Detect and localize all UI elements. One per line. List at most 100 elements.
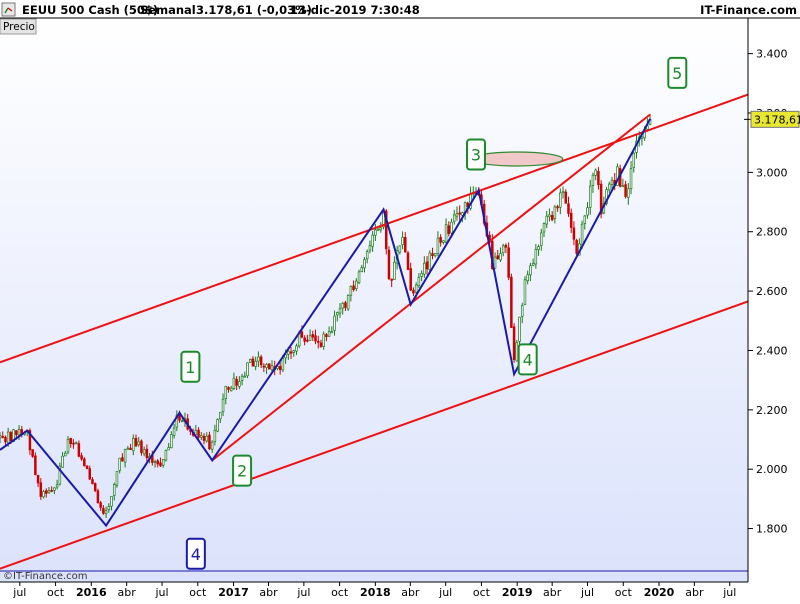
candle-body (330, 331, 334, 334)
candle-body (134, 437, 138, 447)
candles-layer (0, 113, 652, 518)
candle-body (586, 207, 589, 216)
date-axis: jul oct 2016 abr jul oct 2017 abr jul oct 2018 abr j… (12, 582, 736, 599)
candle-body (268, 363, 271, 370)
candle-body (556, 206, 559, 209)
candle-body (412, 289, 415, 294)
candle-body (542, 223, 546, 233)
y-tick-label: 2.800 (756, 226, 788, 239)
candle-body (461, 212, 464, 216)
x-tick-label: abr (259, 586, 278, 599)
candle-body (205, 435, 208, 442)
candle-body (406, 252, 410, 270)
candle-body (504, 244, 508, 248)
candle-body (118, 457, 121, 471)
candle-body (404, 237, 407, 253)
candle-body (572, 227, 576, 240)
wave-label-3: 3 (471, 146, 481, 165)
candle-body (213, 429, 217, 442)
panel-label-box[interactable] (0, 18, 37, 35)
instrument-name: EEUU 500 Cash (50$) (22, 3, 158, 17)
candle-body (145, 448, 149, 459)
x-tick-label: jul (722, 586, 736, 599)
candle-body (161, 459, 165, 466)
candle-body (417, 277, 421, 287)
candle-body (227, 386, 230, 390)
y-tick-label: 2.400 (756, 344, 788, 357)
candle-body (229, 387, 233, 392)
candle-body (580, 223, 584, 246)
candle-body (520, 305, 524, 317)
candle-body (591, 174, 595, 186)
candle-body (393, 261, 396, 280)
wave-label-box (466, 138, 486, 171)
candle-body (28, 430, 32, 451)
candle-body (311, 334, 315, 338)
candle-body (246, 362, 249, 377)
candle-body (314, 335, 317, 342)
candle-body (15, 430, 18, 435)
x-tick-label: 2017 (218, 586, 249, 599)
wave-label-box (667, 56, 688, 89)
chart-icon[interactable] (1, 2, 16, 17)
candle-body (559, 192, 562, 208)
candle-body (36, 475, 40, 484)
y-tick-label: 2.200 (756, 404, 788, 417)
candle-body (360, 267, 364, 273)
candle-body (594, 169, 597, 176)
candle-body (537, 246, 540, 250)
y-tick-label: 2.600 (756, 285, 788, 298)
candle-body (515, 342, 519, 362)
candle-body (322, 333, 325, 347)
candle-body (123, 449, 127, 463)
candle-body (534, 249, 538, 265)
price-axis-panel (748, 18, 800, 582)
candle-body (12, 429, 15, 442)
candle-body (518, 316, 521, 342)
candle-body (9, 432, 13, 441)
wave-label-4: 4 (523, 350, 533, 369)
candle-body (270, 365, 274, 371)
candle-body (180, 420, 184, 423)
candle-body (243, 375, 247, 378)
candle-body (96, 490, 100, 504)
candle-body (287, 350, 290, 355)
candle-body (1, 436, 4, 438)
candle-body (387, 249, 391, 280)
candle-body (64, 452, 67, 457)
candle-body (93, 483, 97, 491)
candle-body (153, 461, 157, 463)
candle-body (216, 419, 219, 432)
candle-body (420, 272, 423, 277)
candle-body (436, 237, 440, 254)
candle-body (248, 359, 252, 363)
candle-body (447, 225, 451, 234)
x-tick-label: jul (580, 586, 594, 599)
candle-body (126, 447, 130, 450)
brand-name: IT-Finance.com (700, 3, 797, 17)
candle-body (501, 245, 505, 254)
candle-body (507, 247, 510, 278)
candle-body (548, 214, 551, 218)
candle-body (390, 278, 393, 281)
candle-body (325, 334, 328, 337)
candle-body (583, 215, 587, 224)
candle-body (278, 366, 282, 371)
x-tick-label: oct (47, 586, 65, 599)
candle-body (414, 284, 418, 293)
y-tick-label: 1.800 (756, 523, 788, 536)
candle-body (368, 245, 372, 251)
candle-body (224, 385, 228, 399)
candle-body (333, 315, 336, 331)
candle-body (365, 251, 369, 260)
candle-body (240, 375, 244, 381)
x-tick-label: abr (401, 586, 420, 599)
elliott-wave-path (0, 118, 651, 528)
candle-body (200, 435, 203, 438)
candle-body (104, 510, 108, 515)
candle-body (140, 440, 143, 454)
candle-body (4, 436, 7, 443)
x-tick-label: 2019 (502, 586, 533, 599)
candle-body (167, 447, 170, 451)
candle-body (115, 471, 119, 486)
